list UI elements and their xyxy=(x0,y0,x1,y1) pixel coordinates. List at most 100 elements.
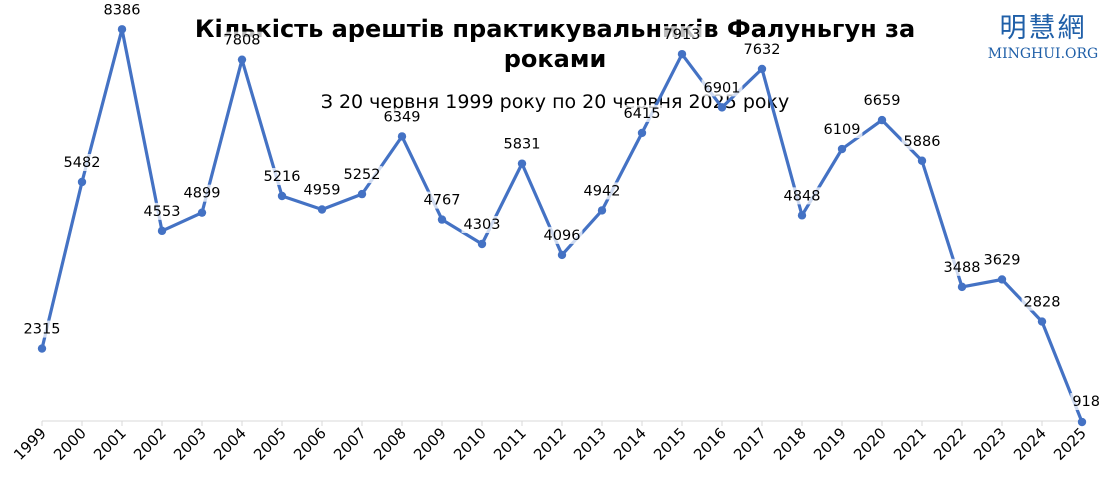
data-point xyxy=(37,344,47,353)
data-label: 5482 xyxy=(64,155,101,171)
x-tick-label: 2017 xyxy=(730,424,770,464)
logo-cjk-text: 明慧網 xyxy=(999,13,1087,44)
data-label: 7913 xyxy=(664,27,701,43)
data-label-bg xyxy=(661,26,703,44)
data-label: 6349 xyxy=(384,109,421,125)
data-point xyxy=(717,103,727,112)
data-label: 5216 xyxy=(264,169,301,185)
data-label: 4899 xyxy=(184,186,221,202)
x-tick-label: 2024 xyxy=(1010,424,1050,464)
x-tick-label: 2016 xyxy=(690,424,730,464)
data-point xyxy=(757,64,767,74)
data-point xyxy=(957,282,967,292)
data-point xyxy=(477,239,487,249)
data-label: 4553 xyxy=(144,204,181,220)
data-point xyxy=(637,128,647,138)
data-label: 6415 xyxy=(624,106,661,122)
data-label: 3488 xyxy=(944,260,981,276)
data-label: 4767 xyxy=(424,193,461,209)
data-point xyxy=(597,206,607,215)
data-point xyxy=(1077,417,1087,427)
data-label-bg xyxy=(221,31,263,49)
data-label: 7632 xyxy=(744,42,781,58)
data-label: 4303 xyxy=(464,217,501,233)
x-tick-label: 2023 xyxy=(970,424,1010,464)
series-line xyxy=(40,27,1084,423)
data-label: 6109 xyxy=(824,122,861,138)
data-label: 4959 xyxy=(304,183,341,199)
x-tick-label: 2009 xyxy=(410,424,450,464)
data-point xyxy=(557,250,567,260)
x-tick-label: 2003 xyxy=(170,424,210,464)
data-label: 5831 xyxy=(504,137,541,153)
data-point xyxy=(917,156,927,165)
data-label-bg xyxy=(421,191,463,209)
data-point xyxy=(237,55,247,64)
data-label-bg xyxy=(141,202,183,220)
x-axis-ticks xyxy=(41,421,1083,426)
data-points xyxy=(37,25,1087,427)
data-label-bg xyxy=(101,1,143,19)
data-label: 7808 xyxy=(224,33,261,49)
x-tick-label: 2006 xyxy=(290,424,330,464)
data-label: 4942 xyxy=(584,183,621,199)
data-label: 3629 xyxy=(984,252,1021,268)
x-tick-label: 2010 xyxy=(450,424,490,464)
x-tick-label: 2002 xyxy=(130,424,170,464)
x-tick-label: 2007 xyxy=(330,424,370,464)
x-tick-label: 2013 xyxy=(570,424,610,464)
data-label: 4096 xyxy=(544,228,581,244)
data-label-bg xyxy=(501,135,543,153)
data-label-bg xyxy=(21,320,63,338)
data-label-bg xyxy=(341,166,383,184)
data-label-bg xyxy=(861,92,903,110)
data-label-bg xyxy=(301,181,343,199)
x-tick-label: 2005 xyxy=(250,424,290,464)
data-label-bg xyxy=(541,226,583,244)
x-tick-label: 2001 xyxy=(90,424,130,464)
x-tick-label: 2020 xyxy=(850,424,890,464)
x-axis-tick-labels: 1999 2000 2001 2002 2003 2004 2005 2006 2007 2008… xyxy=(10,424,1090,464)
minghui-logo: 明慧網 MINGHUI.ORG xyxy=(987,12,1099,62)
data-point xyxy=(397,132,407,141)
data-label-bg xyxy=(581,182,623,200)
data-label-bg xyxy=(821,121,863,139)
data-label: 8386 xyxy=(104,2,141,18)
x-tick-label: 2012 xyxy=(530,424,570,464)
x-tick-label: 2018 xyxy=(770,424,810,464)
data-label-bg xyxy=(1070,393,1102,411)
x-tick-label: 2025 xyxy=(1050,424,1090,464)
data-label-bg xyxy=(901,132,943,150)
data-point xyxy=(157,226,167,236)
x-tick-label: 2019 xyxy=(810,424,850,464)
chart-subtitle: З 20 червня 1999 року по 20 червня 2025 … xyxy=(320,91,790,113)
data-label-bg xyxy=(261,167,303,185)
data-label-bg xyxy=(181,184,223,202)
data-label-bg xyxy=(461,216,503,234)
data-label-bg xyxy=(701,79,743,97)
data-point xyxy=(877,115,887,125)
data-label: 4848 xyxy=(784,188,821,204)
data-label: 6659 xyxy=(864,93,901,109)
x-tick-label: 2022 xyxy=(930,424,970,464)
data-label: 2828 xyxy=(1024,295,1061,311)
data-label-bg xyxy=(741,40,783,58)
data-label: 5252 xyxy=(344,167,381,183)
data-label-bg xyxy=(1021,293,1063,311)
data-point xyxy=(1037,317,1047,326)
x-tick-label: 2014 xyxy=(610,424,650,464)
data-point xyxy=(677,49,687,59)
data-point xyxy=(437,215,447,224)
data-point xyxy=(117,25,127,34)
logo-site-text: MINGHUI.ORG xyxy=(987,46,1099,62)
data-point xyxy=(77,177,87,187)
data-label: 918 xyxy=(1072,394,1100,410)
data-label: 6901 xyxy=(704,80,741,96)
data-point xyxy=(357,189,367,199)
data-label-bg xyxy=(981,251,1023,269)
x-tick-label: 2011 xyxy=(490,424,530,464)
data-point xyxy=(197,208,207,217)
data-label-bg xyxy=(621,104,663,122)
data-point xyxy=(997,275,1007,284)
data-label-bg xyxy=(61,154,103,172)
